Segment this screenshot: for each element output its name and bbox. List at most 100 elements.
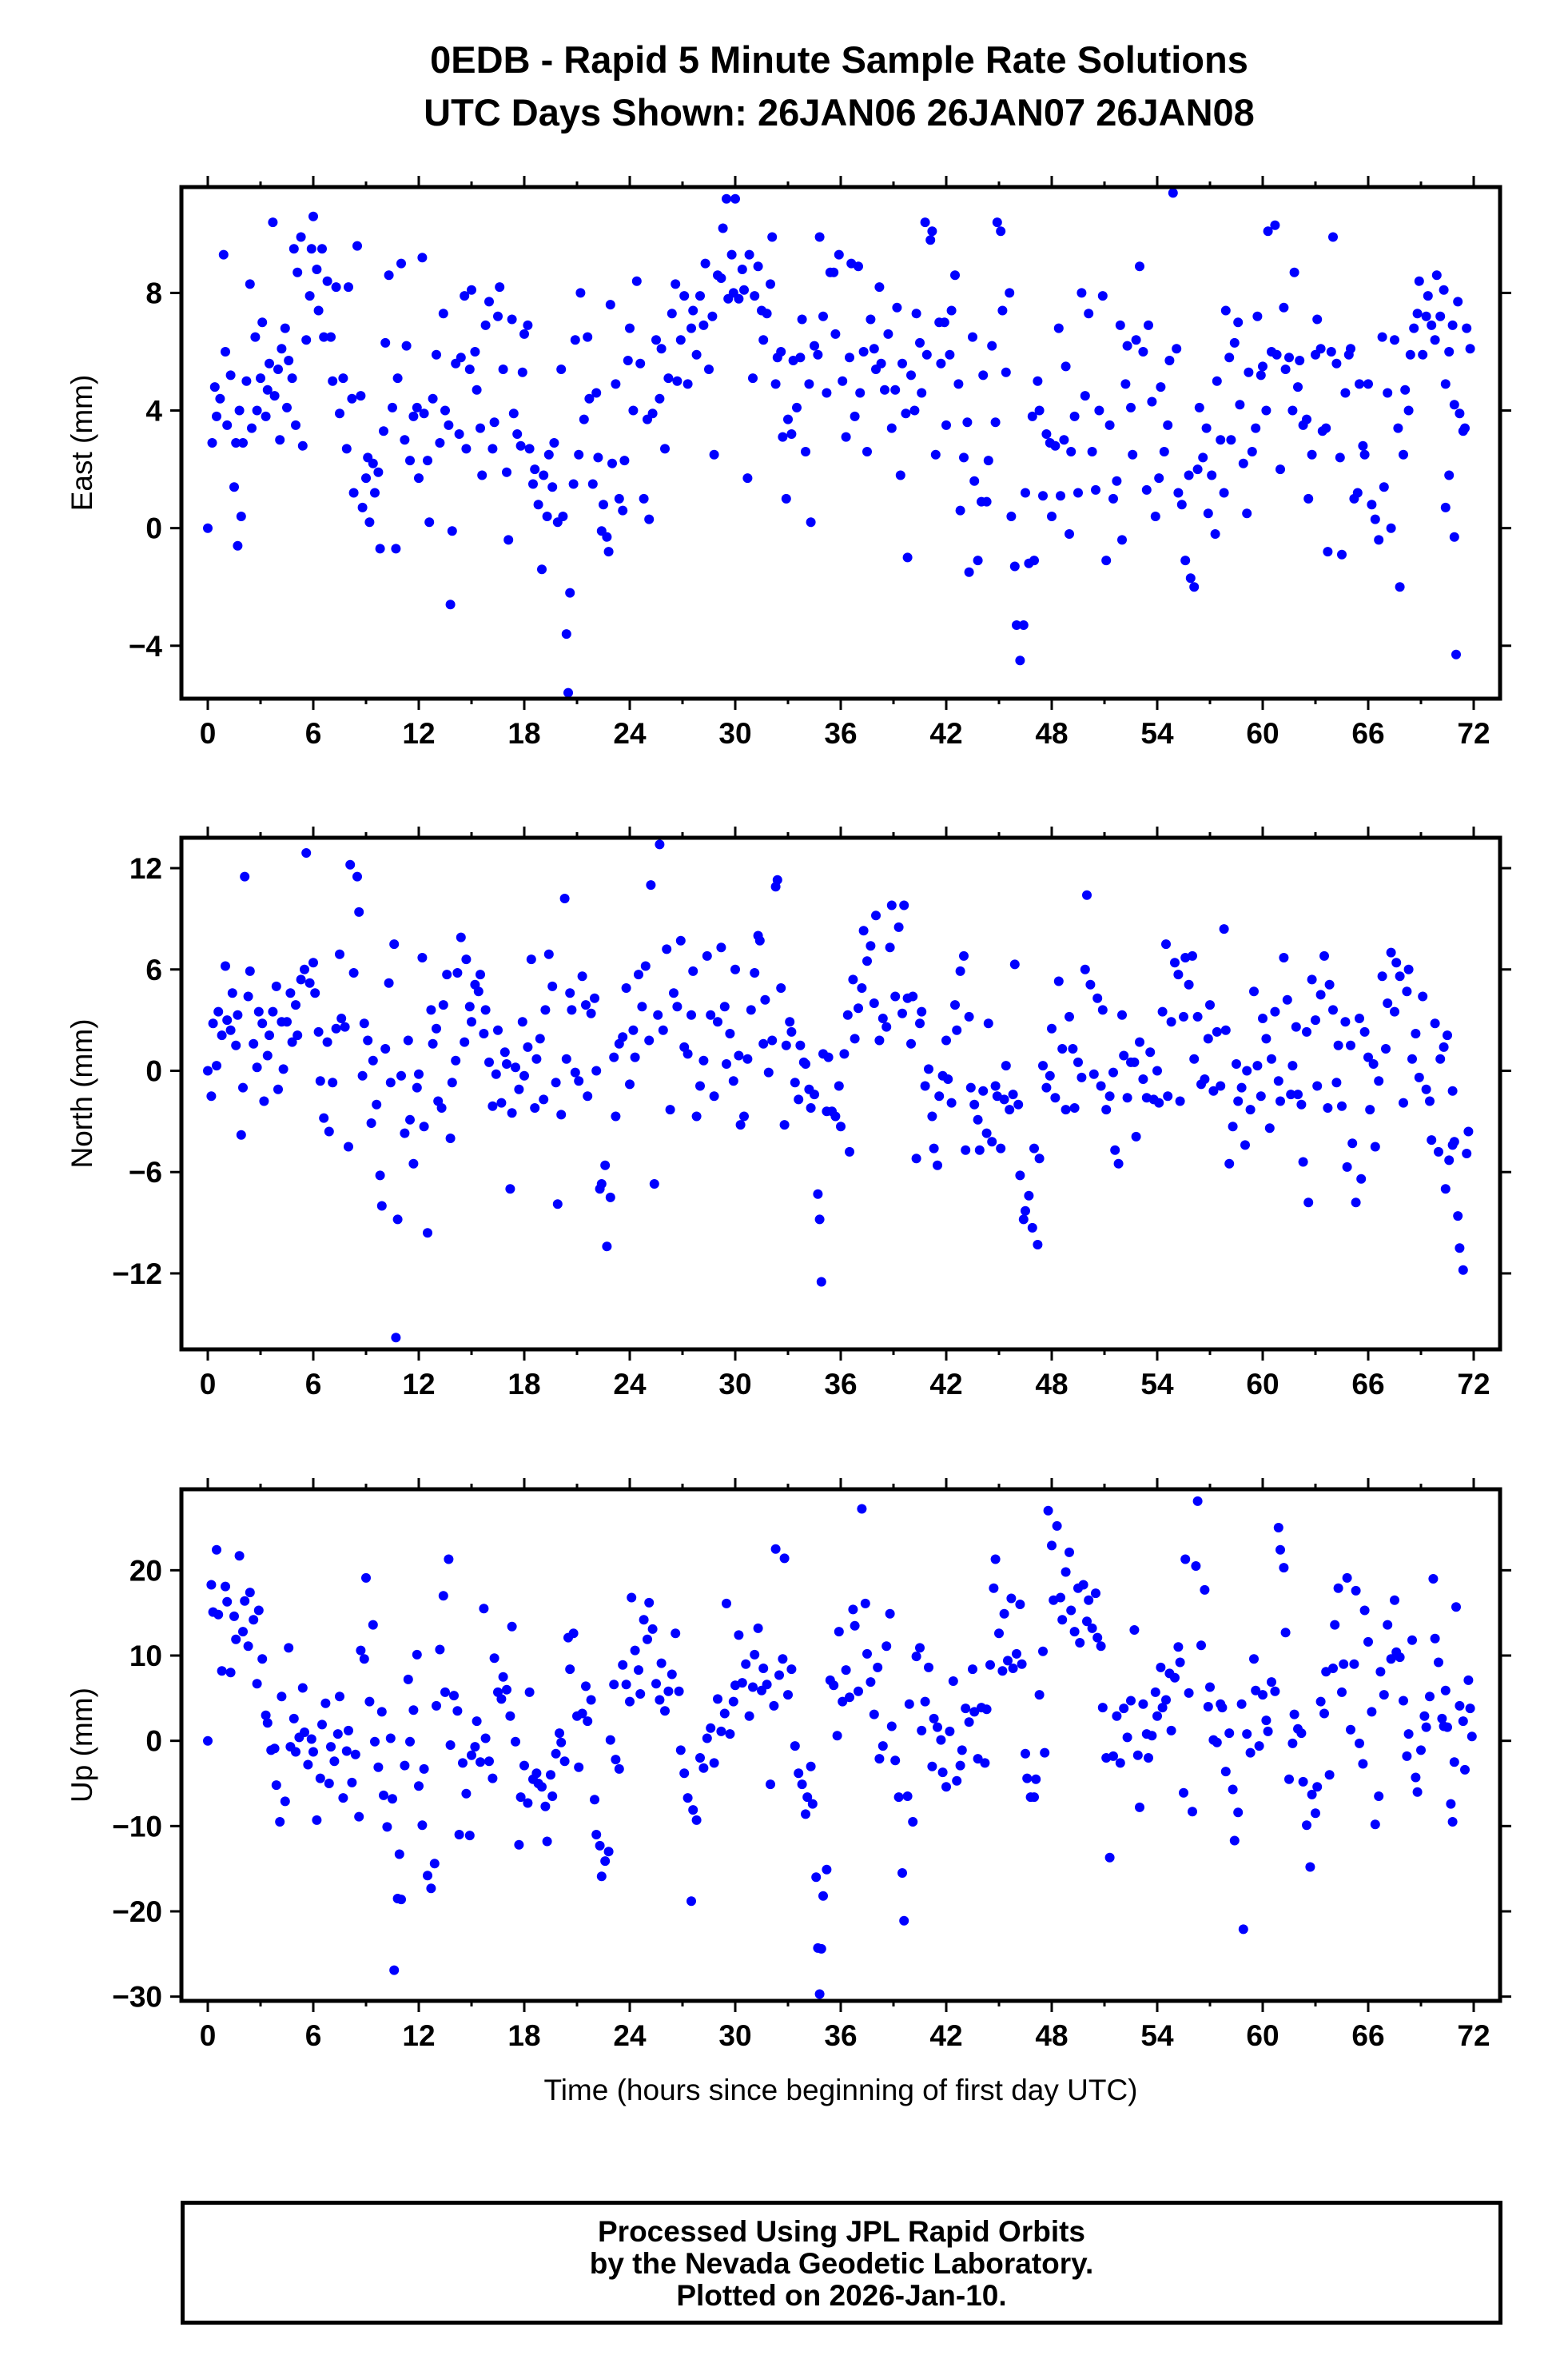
east-data-point — [973, 556, 983, 566]
north-data-point — [484, 1057, 494, 1067]
north-data-point — [862, 956, 872, 966]
east-data-point — [1101, 556, 1112, 566]
north-data-point — [893, 922, 904, 932]
up-data-point — [291, 1747, 300, 1757]
north-data-point — [335, 949, 344, 959]
up-data-point — [985, 1660, 995, 1670]
north-data-point — [291, 1000, 300, 1010]
up-data-point — [356, 1645, 366, 1656]
up-x-tick-label: 60 — [1246, 2019, 1279, 2052]
north-data-point — [683, 1049, 693, 1059]
north-data-point — [728, 1076, 738, 1086]
up-data-point — [945, 1726, 955, 1736]
north-data-point — [310, 988, 320, 998]
north-data-point — [1173, 970, 1184, 980]
east-data-point — [1439, 285, 1449, 295]
east-points — [203, 188, 1475, 698]
east-data-point — [326, 332, 336, 342]
east-data-point — [1184, 470, 1194, 480]
up-data-point — [1275, 1544, 1285, 1555]
north-data-point — [375, 1170, 385, 1181]
east-data-point — [969, 476, 980, 486]
north-data-point — [384, 978, 394, 988]
east-data-point — [1251, 423, 1261, 433]
north-data-point — [451, 1055, 461, 1066]
north-x-tick-label: 72 — [1457, 1368, 1490, 1401]
north-data-point — [1192, 1011, 1203, 1022]
processing-info-box: Processed Using JPL Rapid Orbits by the … — [181, 2201, 1502, 2325]
up-data-point — [1132, 1750, 1143, 1760]
north-data-point — [1082, 890, 1092, 900]
north-data-point — [1057, 1044, 1068, 1054]
east-data-point — [515, 440, 526, 451]
east-data-point — [1263, 226, 1273, 237]
up-points — [203, 1496, 1477, 1999]
up-data-point — [546, 1770, 555, 1780]
east-data-point — [915, 337, 925, 348]
north-data-point — [866, 941, 876, 951]
north-data-point — [565, 988, 575, 998]
north-data-point — [908, 991, 918, 1002]
north-data-point — [776, 983, 786, 993]
east-data-point — [312, 265, 322, 274]
up-data-point — [280, 1796, 290, 1807]
up-data-point — [1003, 1656, 1013, 1666]
up-data-point — [766, 1779, 775, 1790]
north-data-point — [1088, 1069, 1099, 1079]
north-data-point — [1279, 953, 1289, 962]
east-data-point — [766, 279, 775, 289]
east-data-point — [368, 458, 378, 468]
north-data-point — [1189, 1054, 1200, 1064]
east-data-point — [400, 435, 410, 445]
up-data-point — [445, 1740, 456, 1750]
east-data-point — [1192, 464, 1203, 475]
north-data-point — [1440, 1184, 1451, 1194]
east-data-point — [1412, 309, 1423, 319]
north-data-point — [750, 968, 760, 978]
east-data-point — [866, 314, 876, 325]
north-data-point — [1421, 1084, 1431, 1094]
north-data-point — [1342, 1162, 1352, 1172]
up-data-point — [326, 1742, 336, 1752]
north-data-point — [1034, 1154, 1045, 1164]
north-data-point — [1135, 1037, 1144, 1047]
north-data-point — [1311, 1015, 1320, 1026]
east-data-point — [322, 276, 332, 286]
up-data-point — [1091, 1588, 1100, 1599]
east-x-tick-label: 30 — [718, 717, 751, 750]
north-data-point — [1053, 976, 1064, 986]
north-data-point — [1219, 924, 1229, 934]
up-y-tick-label: −30 — [112, 1981, 162, 2014]
up-data-point — [206, 1580, 217, 1590]
east-data-point — [537, 564, 547, 575]
up-data-point — [1279, 1563, 1289, 1573]
north-data-point — [1303, 1197, 1314, 1208]
up-data-point — [1437, 1713, 1447, 1723]
east-data-point — [1219, 488, 1229, 498]
up-data-point — [1386, 1654, 1396, 1664]
east-data-point — [373, 467, 384, 477]
up-data-point — [660, 1706, 670, 1716]
up-data-point — [647, 1624, 658, 1634]
up-data-point — [379, 1790, 388, 1800]
north-data-point — [644, 1035, 655, 1046]
east-data-point — [308, 211, 318, 221]
up-data-point — [1287, 1738, 1298, 1748]
north-data-point — [464, 1002, 475, 1012]
up-data-point — [656, 1658, 667, 1668]
east-data-point — [508, 408, 519, 419]
east-data-point — [1138, 347, 1148, 357]
east-data-point — [862, 447, 872, 456]
north-data-point — [396, 1070, 406, 1081]
up-data-point — [370, 1736, 380, 1747]
north-data-point — [331, 1023, 341, 1034]
east-data-point — [215, 393, 225, 404]
east-data-point — [1370, 514, 1380, 524]
up-data-point — [515, 1792, 526, 1803]
north-data-point — [389, 939, 400, 950]
up-data-point — [574, 1762, 584, 1772]
east-x-tick-label: 48 — [1035, 717, 1068, 750]
east-data-point — [440, 405, 450, 416]
east-data-point — [229, 482, 239, 492]
